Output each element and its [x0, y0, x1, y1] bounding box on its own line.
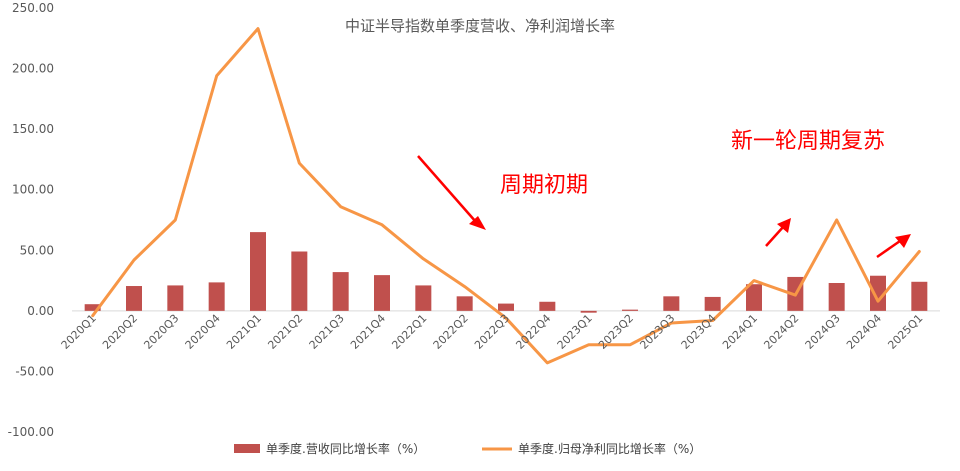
y-tick-label: 50.00 — [20, 243, 54, 257]
revenue-bar — [746, 284, 762, 311]
x-tick-label: 2021Q2 — [265, 312, 305, 352]
revenue-bar — [167, 285, 184, 311]
revenue-bar — [250, 232, 266, 311]
chart-title: 中证半导指数单季度营收、净利润增长率 — [345, 17, 615, 35]
legend: 单季度.营收同比增长率（%） 单季度.归母净利同比增长率（%） — [234, 441, 701, 456]
revenue-bar — [332, 272, 349, 311]
x-tick-label: 2021Q3 — [307, 312, 347, 352]
revenue-bar — [663, 296, 680, 311]
revenue-bar — [870, 275, 886, 311]
revenue-bar — [704, 296, 721, 311]
x-tick-label: 2024Q3 — [803, 312, 843, 352]
revenue-bar — [828, 282, 845, 311]
annotation-new-cycle-recovery: 新一轮周期复苏 — [731, 129, 885, 154]
x-tick-label: 2023Q4 — [679, 312, 719, 352]
y-tick-label: 150.00 — [12, 122, 54, 136]
revenue-bars — [84, 232, 928, 313]
x-tick-label: 2024Q1 — [720, 312, 760, 352]
x-tick-label: 2024Q2 — [761, 312, 801, 352]
revenue-bar — [84, 304, 101, 311]
legend-label-profit: 单季度.归母净利同比增长率（%） — [518, 441, 701, 456]
revenue-bar — [291, 251, 308, 311]
revenue-bar — [539, 301, 556, 311]
y-tick-label: 0.00 — [27, 304, 54, 318]
legend-label-revenue: 单季度.营收同比增长率（%） — [266, 441, 425, 456]
revenue-bar — [622, 309, 638, 311]
y-tick-label: 250.00 — [12, 1, 54, 15]
x-tick-label: 2020Q1 — [59, 312, 99, 352]
y-tick-label: -100.00 — [8, 425, 54, 439]
grid — [72, 7, 940, 433]
x-tick-label: 2021Q4 — [348, 312, 388, 352]
annotation-arrows — [417, 155, 911, 259]
x-tick-label: 2020Q4 — [183, 312, 223, 352]
arrow-down-right — [417, 155, 486, 230]
y-tick-label: 100.00 — [12, 183, 54, 197]
profit-line — [91, 27, 921, 365]
revenue-bar — [911, 281, 928, 311]
revenue-bar — [580, 310, 597, 313]
arrow-up-right-1 — [765, 218, 791, 247]
legend-swatch-revenue — [234, 444, 260, 453]
x-tick-label: 2022Q3 — [472, 312, 512, 352]
x-tick-label: 2020Q3 — [141, 312, 181, 352]
arrow-up-right-2 — [876, 234, 911, 259]
revenue-bar — [374, 275, 390, 311]
revenue-bar — [415, 285, 432, 311]
x-tick-label: 2022Q1 — [389, 312, 429, 352]
x-tick-label: 2024Q4 — [844, 312, 884, 352]
x-axis-ticks: 2020Q1 2020Q2 2020Q3 2020Q4 2021Q1 2021Q2 2021… — [59, 312, 926, 352]
revenue-bar — [126, 286, 142, 311]
y-tick-label: -50.00 — [15, 364, 54, 378]
legend-item-profit: 单季度.归母净利同比增长率（%） — [482, 441, 701, 456]
y-axis-ticks: 250.00 200.00 150.00 100.00 50.00 0.00 -50.00 -… — [8, 1, 54, 439]
x-tick-label: 2021Q1 — [224, 312, 264, 352]
legend-item-revenue: 单季度.营收同比增长率（%） — [234, 441, 425, 456]
revenue-bar — [208, 282, 225, 311]
x-tick-label: 2022Q2 — [431, 312, 471, 352]
x-tick-label: 2025Q1 — [885, 312, 925, 352]
y-tick-label: 200.00 — [12, 62, 54, 76]
x-tick-label: 2023Q3 — [637, 312, 677, 352]
annotation-cycle-start: 周期初期 — [500, 173, 588, 198]
x-tick-label: 2020Q2 — [100, 312, 140, 352]
revenue-bar — [456, 296, 473, 311]
revenue-bar — [498, 303, 514, 311]
